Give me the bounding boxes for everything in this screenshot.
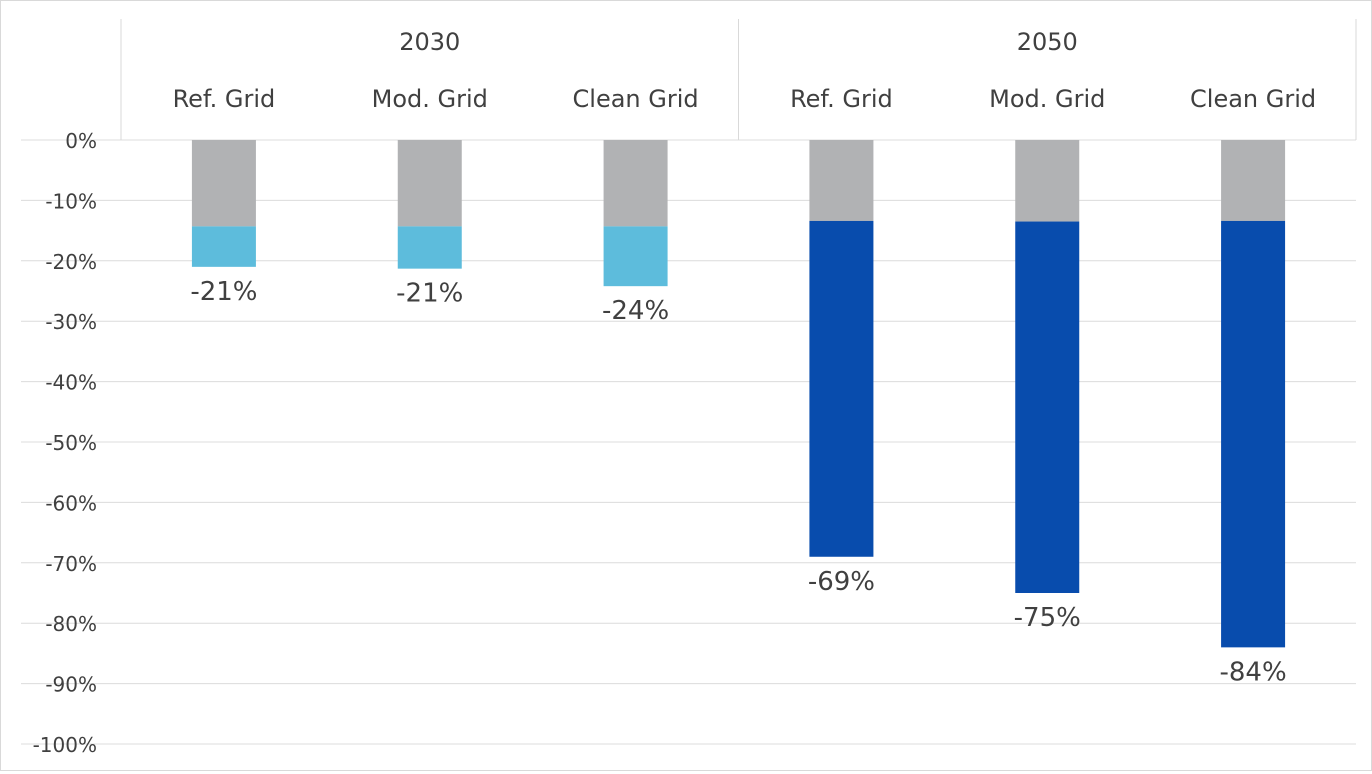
data-label: -24%: [602, 296, 669, 326]
y-tick-label: -90%: [45, 673, 97, 697]
bar-segment-base: [1015, 140, 1080, 222]
bar-segment-base: [603, 140, 668, 227]
y-tick-label: -50%: [45, 431, 97, 455]
bar-segment-base: [397, 140, 462, 227]
data-label: -84%: [1219, 657, 1286, 687]
data-label: -21%: [190, 277, 257, 307]
group-label: 2030: [399, 28, 460, 56]
category-label: Mod. Grid: [989, 85, 1105, 113]
y-axis: 0% -10% -20% -30% -40% -50% -60% -70% -80% -90% -1…: [33, 129, 97, 757]
data-label: -69%: [808, 567, 875, 597]
bar-segment-base: [191, 140, 256, 227]
bar-segment-additional: [1015, 221, 1080, 594]
bar-segment-additional: [1221, 220, 1286, 648]
category-label: Clean Grid: [1190, 85, 1316, 113]
y-tick-label: -30%: [45, 310, 97, 334]
y-tick-label: -100%: [33, 733, 97, 757]
bar-segment-additional: [809, 220, 874, 557]
y-tick-label: -80%: [45, 612, 97, 636]
data-label: -21%: [396, 279, 463, 309]
y-tick-label: -60%: [45, 491, 97, 515]
category-label: Clean Grid: [573, 85, 699, 113]
data-label: -75%: [1014, 603, 1081, 633]
bar-segment-base: [1221, 140, 1286, 221]
bar-segment-base: [809, 140, 874, 221]
bar-segment-additional: [603, 226, 668, 287]
category-label: Mod. Grid: [372, 85, 488, 113]
group-label: 2050: [1017, 28, 1078, 56]
y-tick-label: -40%: [45, 371, 97, 395]
y-tick-label: -20%: [45, 250, 97, 274]
bar-segment-additional: [191, 226, 256, 267]
category-label: Ref. Grid: [790, 85, 893, 113]
category-header-table: 2030 Ref. Grid Mod. Grid Clean Grid 2050 Ref.…: [120, 19, 1357, 140]
y-tick-label: 0%: [65, 129, 97, 153]
category-label: Ref. Grid: [173, 85, 276, 113]
bars: [191, 140, 1286, 648]
y-tick-label: -70%: [45, 552, 97, 576]
data-labels: -21% -21% -24% -69% -75% -84%: [190, 277, 1286, 688]
y-tick-label: -10%: [45, 189, 97, 213]
bar-segment-additional: [397, 226, 462, 269]
